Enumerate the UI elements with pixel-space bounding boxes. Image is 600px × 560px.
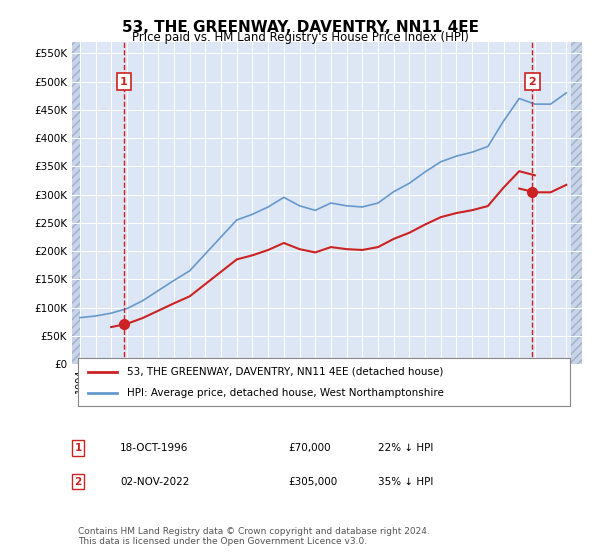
Text: 53, THE GREENWAY, DAVENTRY, NN11 4EE (detached house): 53, THE GREENWAY, DAVENTRY, NN11 4EE (de…	[127, 367, 443, 377]
Text: 2: 2	[74, 477, 82, 487]
Text: HPI: Average price, detached house, West Northamptonshire: HPI: Average price, detached house, West…	[127, 388, 444, 398]
Text: 18-OCT-1996: 18-OCT-1996	[120, 443, 188, 453]
Text: Contains HM Land Registry data © Crown copyright and database right 2024.
This d: Contains HM Land Registry data © Crown c…	[78, 526, 430, 546]
Text: 2: 2	[529, 77, 536, 87]
Bar	[72, 42, 80, 364]
Text: £70,000: £70,000	[288, 443, 331, 453]
Text: 53, THE GREENWAY, DAVENTRY, NN11 4EE: 53, THE GREENWAY, DAVENTRY, NN11 4EE	[121, 20, 479, 35]
Text: 1: 1	[120, 77, 128, 87]
Bar	[571, 42, 582, 364]
Text: 1: 1	[74, 443, 82, 453]
Text: 35% ↓ HPI: 35% ↓ HPI	[378, 477, 433, 487]
Text: Price paid vs. HM Land Registry's House Price Index (HPI): Price paid vs. HM Land Registry's House …	[131, 31, 469, 44]
Text: 22% ↓ HPI: 22% ↓ HPI	[378, 443, 433, 453]
Bar	[574, 42, 582, 364]
Text: £305,000: £305,000	[288, 477, 337, 487]
Text: 02-NOV-2022: 02-NOV-2022	[120, 477, 190, 487]
Bar	[72, 42, 80, 364]
